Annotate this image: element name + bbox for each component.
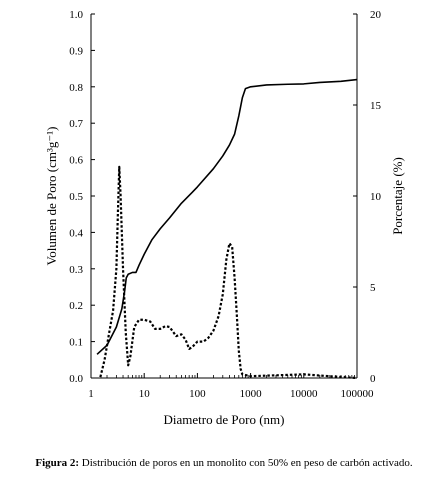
y-left-tick-label: 1.0 xyxy=(69,9,83,21)
y-left-tick-label: 0.8 xyxy=(69,82,83,94)
y-right-tick-label: 5 xyxy=(370,282,376,294)
axis-titles-group: Diametro de Poro (nm) Volumen de Poro (cm… xyxy=(44,127,405,427)
ticks-group: 0.0 0.1 0.2 0.3 0.4 0.5 0.6 0.7 0.8 0.9 1.0 0 5 10 15 2… xyxy=(69,9,381,400)
y-right-tick-label: 20 xyxy=(370,9,382,21)
y-left-tick-label: 0.1 xyxy=(69,337,83,349)
x-tick-label: 1 xyxy=(88,388,94,400)
axes-group xyxy=(90,14,358,379)
y-right-axis-title: Porcentaje (%) xyxy=(390,157,405,235)
volume-series-line xyxy=(96,78,358,355)
x-tick-label: 10 xyxy=(139,388,151,400)
x-axis-title: Diametro de Poro (nm) xyxy=(164,412,285,427)
y-left-tick-label: 0.2 xyxy=(69,300,83,312)
x-tick-label: 1000 xyxy=(240,388,263,400)
series-group xyxy=(96,78,358,380)
y-left-tick-label: 0.9 xyxy=(69,45,83,57)
percentage-series-line xyxy=(99,165,358,380)
x-tick-label: 10000 xyxy=(290,388,318,400)
y-left-tick-label: 0.3 xyxy=(69,264,83,276)
figure-caption: Figura 2: Distribución de poros en un mo… xyxy=(0,457,448,469)
caption-text: Distribución de poros en un monolito con… xyxy=(79,457,413,469)
y-right-tick-label: 10 xyxy=(370,191,382,203)
y-left-tick-label: 0.5 xyxy=(69,191,83,203)
y-right-tick-label: 15 xyxy=(370,100,382,112)
y-right-tick-label: 0 xyxy=(370,373,376,385)
y-left-axis-title: Volumen de Poro (cm³g⁻¹) xyxy=(44,127,59,266)
y-left-tick-label: 0.0 xyxy=(69,373,83,385)
x-tick-label: 100000 xyxy=(341,388,375,400)
chart: 0.0 0.1 0.2 0.3 0.4 0.5 0.6 0.7 0.8 0.9 1.0 0 5 10 15 2… xyxy=(44,9,405,427)
x-tick-label: 100 xyxy=(189,388,206,400)
y-left-tick-label: 0.7 xyxy=(69,118,83,130)
y-left-tick-label: 0.4 xyxy=(69,227,83,239)
caption-label: Figura 2: xyxy=(35,457,80,469)
y-left-tick-label: 0.6 xyxy=(69,155,83,167)
